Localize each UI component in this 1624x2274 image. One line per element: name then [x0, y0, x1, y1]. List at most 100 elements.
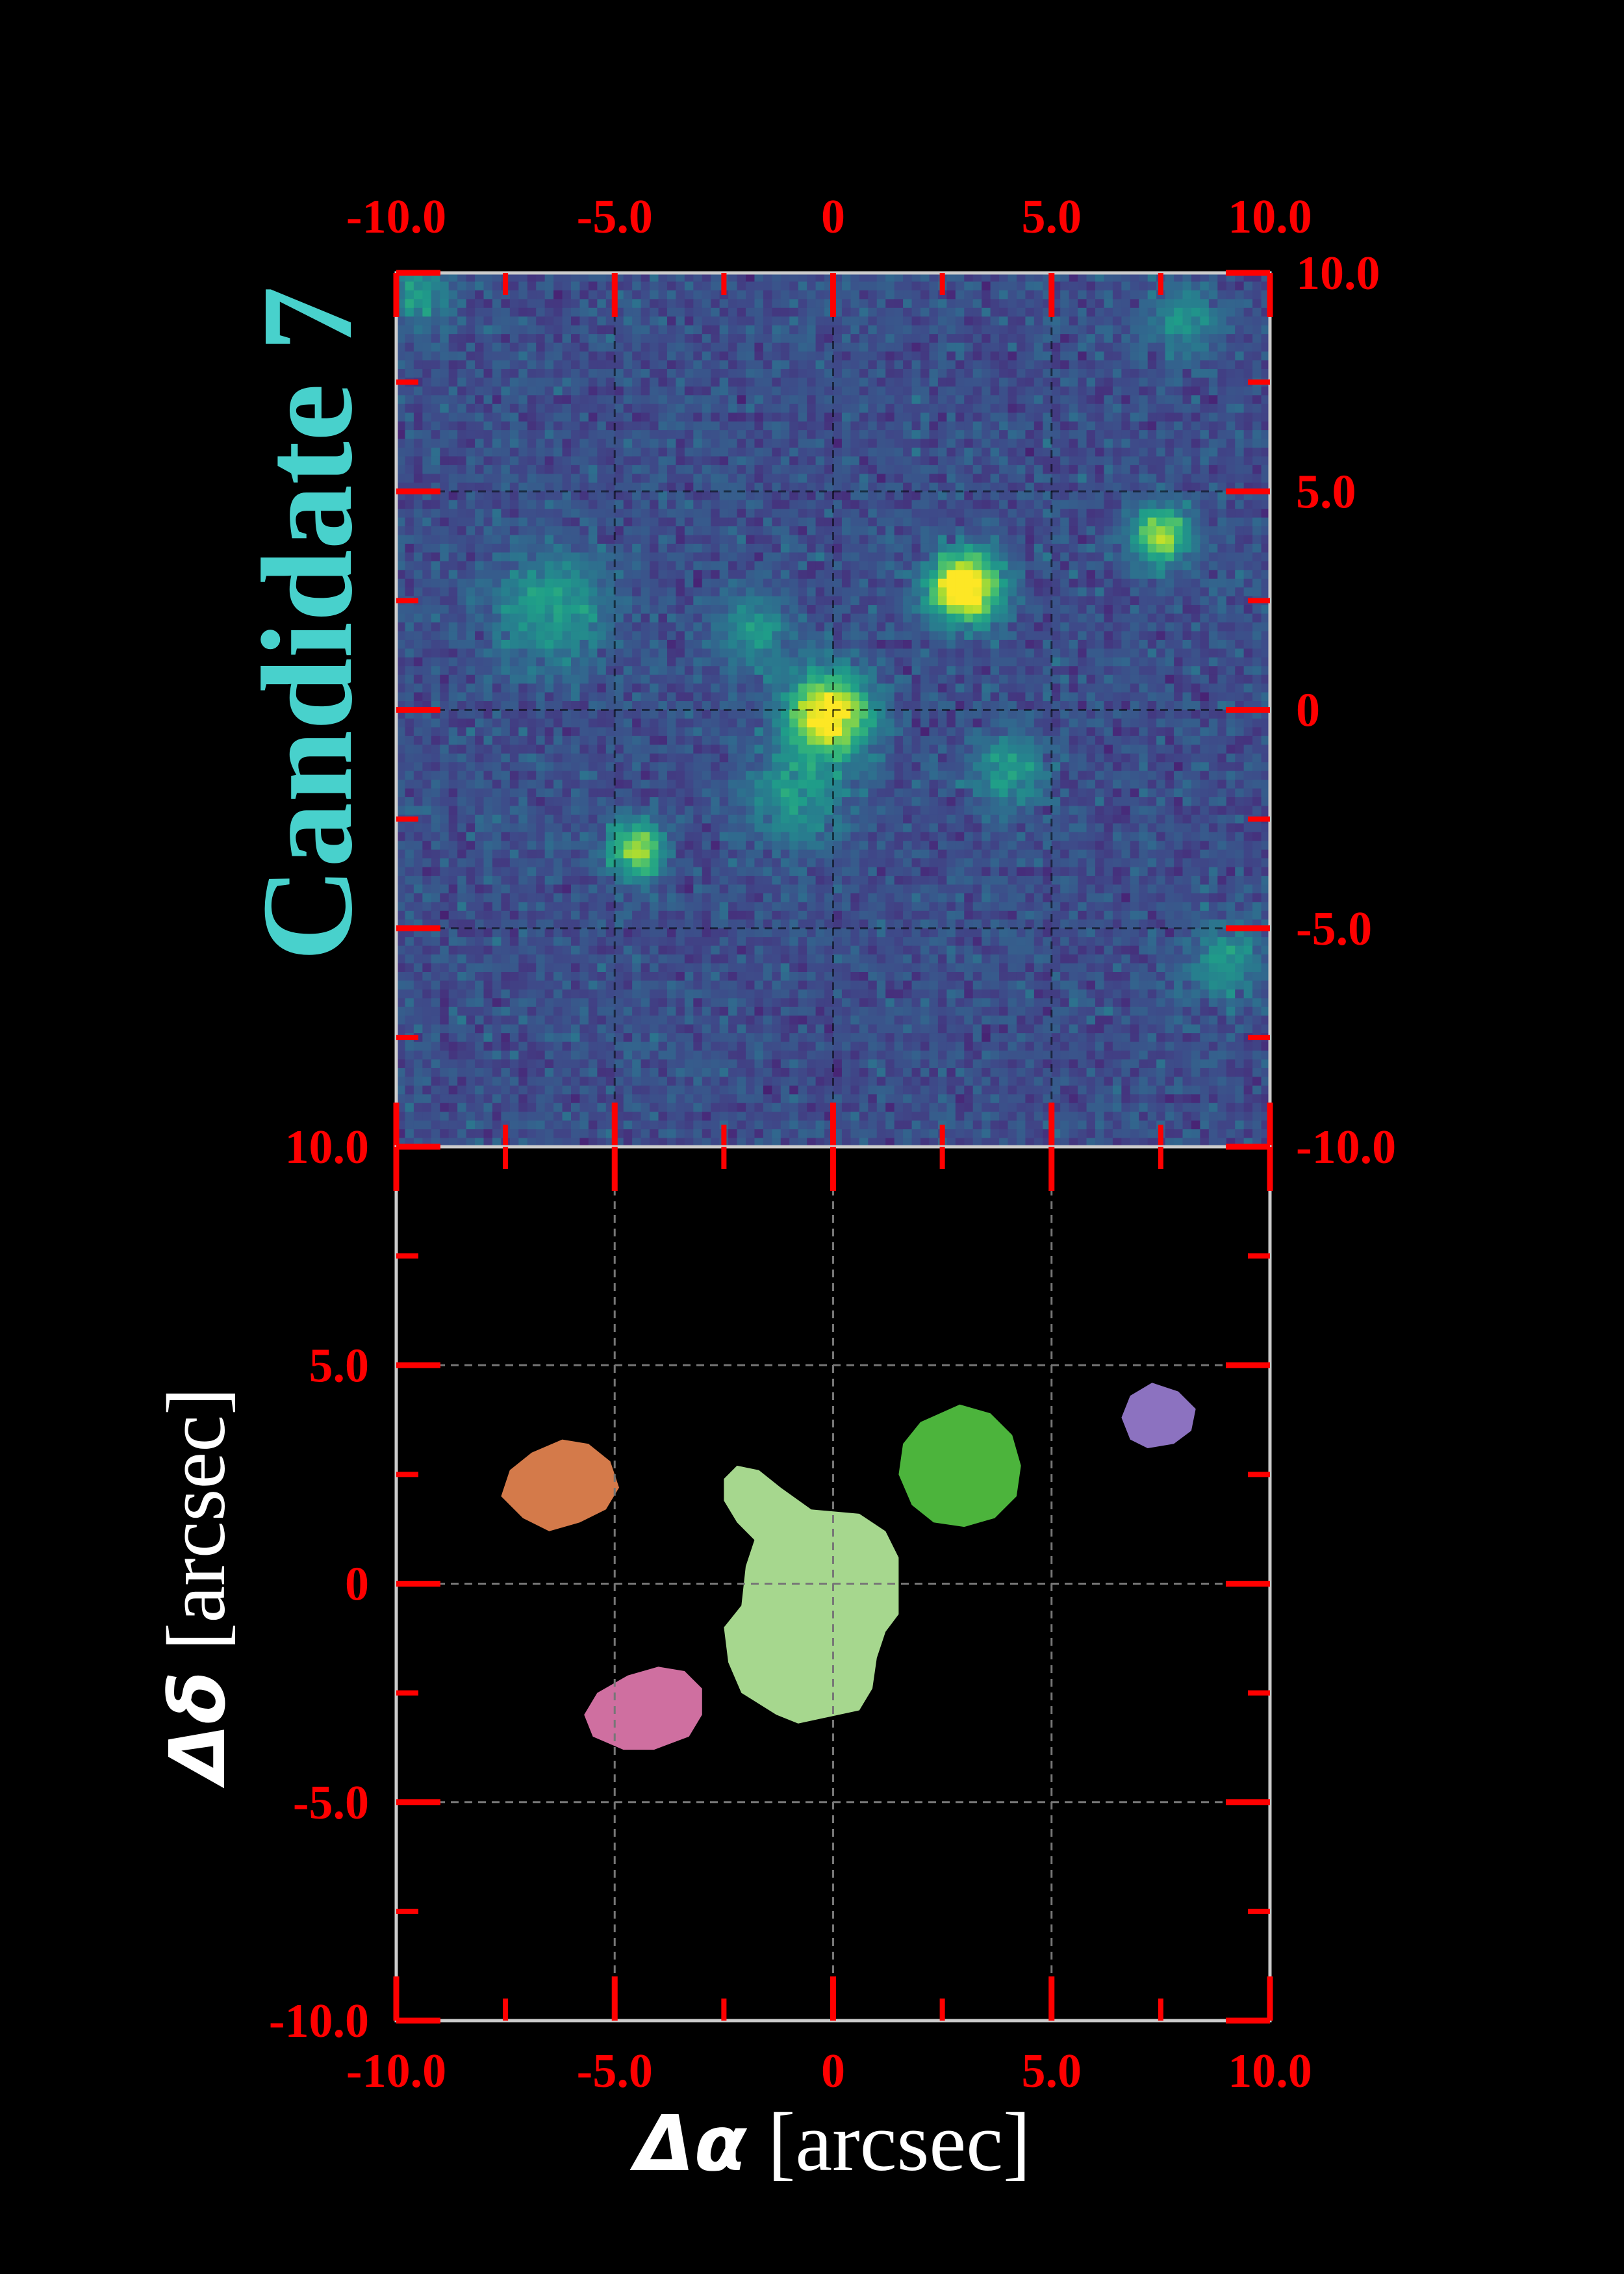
- heatmap-pixel: [641, 674, 650, 684]
- heatmap-pixel: [946, 386, 956, 396]
- heatmap-pixel: [929, 605, 939, 615]
- heatmap-pixel: [1086, 622, 1096, 632]
- heatmap-pixel: [1208, 657, 1218, 667]
- heatmap-pixel: [841, 526, 851, 536]
- heatmap-pixel: [501, 307, 511, 317]
- heatmap-pixel: [850, 307, 860, 317]
- heatmap-pixel: [536, 570, 546, 580]
- heatmap-pixel: [798, 613, 807, 623]
- heatmap-pixel: [676, 273, 685, 283]
- heatmap-pixel: [544, 605, 554, 615]
- heatmap-pixel: [1139, 299, 1148, 309]
- heatmap-pixel: [789, 351, 799, 361]
- heatmap-pixel: [1112, 334, 1122, 344]
- heatmap-pixel: [544, 692, 554, 702]
- heatmap-pixel: [746, 290, 755, 300]
- heatmap-pixel: [553, 316, 563, 326]
- heatmap-pixel: [763, 307, 772, 317]
- heatmap-pixel: [448, 307, 458, 317]
- heatmap-pixel: [431, 395, 440, 405]
- heatmap-pixel: [509, 683, 519, 693]
- heatmap-pixel: [1112, 403, 1122, 413]
- heatmap-pixel: [737, 578, 746, 588]
- heatmap-pixel: [1182, 273, 1192, 283]
- heatmap-pixel: [946, 509, 956, 518]
- heatmap-pixel: [885, 500, 895, 509]
- heatmap-pixel: [1034, 622, 1043, 632]
- heatmap-pixel: [754, 561, 764, 570]
- heatmap-pixel: [440, 474, 450, 483]
- heatmap-pixel: [1060, 421, 1070, 431]
- heatmap-pixel: [1086, 316, 1096, 326]
- heatmap-pixel: [632, 377, 642, 387]
- heatmap-pixel: [859, 360, 869, 370]
- heatmap-pixel: [1034, 290, 1043, 300]
- heatmap-pixel: [1078, 290, 1087, 300]
- heatmap-pixel: [841, 316, 851, 326]
- heatmap-pixel: [1008, 448, 1017, 457]
- heatmap-pixel: [929, 316, 939, 326]
- heatmap-pixel: [684, 509, 694, 518]
- heatmap-pixel: [972, 342, 982, 352]
- heatmap-pixel: [431, 500, 440, 509]
- heatmap-pixel: [1139, 430, 1148, 440]
- heatmap-pixel: [1191, 596, 1200, 606]
- heatmap-pixel: [422, 448, 432, 457]
- heatmap-pixel: [946, 360, 956, 370]
- heatmap-pixel: [1147, 281, 1157, 291]
- heatmap-pixel: [1130, 666, 1139, 676]
- heatmap-pixel: [509, 631, 519, 641]
- heatmap-pixel: [396, 316, 406, 326]
- heatmap-pixel: [946, 290, 956, 300]
- heatmap-pixel: [719, 395, 729, 405]
- heatmap-pixel: [937, 561, 947, 570]
- heatmap-pixel: [1156, 666, 1166, 676]
- heatmap-pixel: [1078, 395, 1087, 405]
- heatmap-pixel: [483, 386, 493, 396]
- heatmap-pixel: [492, 517, 501, 527]
- heatmap-pixel: [413, 500, 423, 509]
- heatmap-pixel: [553, 587, 563, 597]
- heatmap-pixel: [1112, 386, 1122, 396]
- heatmap-pixel: [693, 500, 703, 509]
- heatmap-pixel: [850, 334, 860, 344]
- heatmap-pixel: [1191, 430, 1200, 440]
- heatmap-pixel: [431, 613, 440, 623]
- heatmap-pixel: [553, 403, 563, 413]
- heatmap-pixel: [588, 666, 598, 676]
- heatmap-pixel: [588, 439, 598, 448]
- heatmap-pixel: [999, 360, 1009, 370]
- heatmap-pixel: [666, 596, 676, 606]
- heatmap-pixel: [1165, 439, 1174, 448]
- heatmap-pixel: [711, 570, 720, 580]
- heatmap-pixel: [1051, 561, 1061, 570]
- heatmap-pixel: [1025, 570, 1035, 580]
- heatmap-pixel: [789, 692, 799, 702]
- heatmap-pixel: [1147, 403, 1157, 413]
- heatmap-pixel: [588, 491, 598, 501]
- heatmap-pixel: [544, 683, 554, 693]
- heatmap-pixel: [929, 509, 939, 518]
- heatmap-pixel: [1121, 605, 1131, 615]
- heatmap-pixel: [413, 639, 423, 649]
- heatmap-pixel: [911, 342, 921, 352]
- heatmap-pixel: [1147, 290, 1157, 300]
- heatmap-pixel: [824, 605, 834, 615]
- heatmap-pixel: [492, 622, 501, 632]
- heatmap-pixel: [483, 482, 493, 492]
- heatmap-pixel: [815, 342, 825, 352]
- heatmap-pixel: [999, 474, 1009, 483]
- heatmap-pixel: [1261, 613, 1270, 623]
- heatmap-pixel: [789, 368, 799, 378]
- heatmap-pixel: [405, 386, 414, 396]
- heatmap-pixel: [466, 474, 476, 483]
- heatmap-pixel: [859, 281, 869, 291]
- heatmap-pixel: [641, 342, 650, 352]
- heatmap-pixel: [719, 500, 729, 509]
- heatmap-pixel: [615, 692, 624, 702]
- heatmap-pixel: [1130, 692, 1139, 702]
- heatmap-pixel: [841, 386, 851, 396]
- heatmap-pixel: [876, 456, 886, 466]
- heatmap-pixel: [702, 613, 711, 623]
- heatmap-pixel: [650, 526, 659, 536]
